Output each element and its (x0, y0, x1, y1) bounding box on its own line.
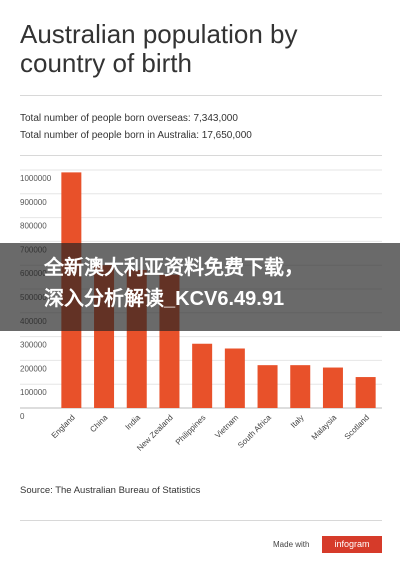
x-tick-label: Philippines (174, 413, 208, 447)
y-tick-label: 800000 (20, 222, 47, 231)
y-tick-label: 100000 (20, 388, 47, 397)
bar (355, 377, 376, 408)
chart-title: Australian population by country of birt… (20, 19, 298, 78)
bar (290, 365, 311, 408)
x-tick-label: Vietnam (213, 413, 240, 440)
watermark-line-1: 全新澳大利亚资料免费下载， (44, 257, 304, 279)
x-tick-label: Malaysia (310, 413, 339, 442)
y-tick-label: 200000 (20, 364, 47, 373)
y-tick-label: 300000 (20, 341, 47, 350)
made-with-label: Made with (273, 540, 310, 549)
bar (224, 348, 245, 408)
x-tick-label: Scotland (343, 413, 371, 441)
divider-middle (20, 155, 382, 156)
infogram-logo[interactable]: infogram (322, 536, 382, 553)
watermark-line-2: 深入分析解读_KCV6.49.91 (44, 288, 285, 310)
bar (192, 343, 213, 408)
x-tick-label: England (50, 413, 77, 440)
x-tick-label: India (124, 413, 143, 432)
source-note: Source: The Australian Bureau of Statist… (20, 485, 201, 496)
watermark-banner (0, 243, 400, 331)
watermark-text: 全新澳大利亚资料免费下载， 深入分析解读_KCV6.49.91 (44, 253, 384, 315)
bar (322, 367, 343, 408)
overseas-total-text: Total number of people born overseas: 7,… (20, 113, 238, 124)
bar (257, 365, 278, 408)
x-tick-label: China (88, 413, 110, 435)
divider-bottom (20, 520, 382, 521)
australia-total-text: Total number of people born in Australia… (20, 130, 252, 141)
y-tick-label: 1000000 (20, 174, 52, 183)
x-tick-label: Italy (289, 413, 306, 430)
y-tick-label: 900000 (20, 198, 47, 207)
x-tick-label: South Africa (236, 413, 273, 450)
y-tick-label: 0 (20, 412, 25, 421)
divider-top (20, 95, 382, 96)
